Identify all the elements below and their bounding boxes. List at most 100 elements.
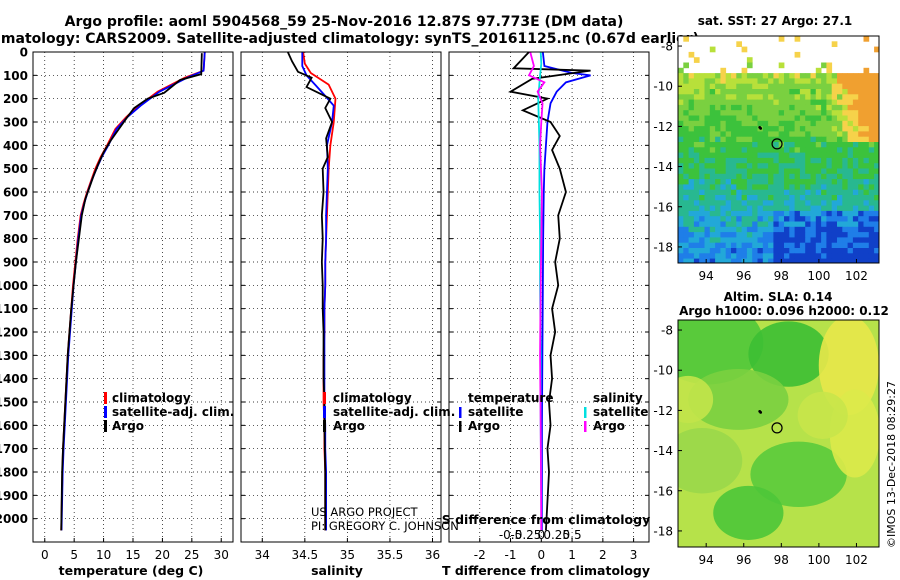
sst-cell [810, 216, 817, 222]
legend-swatch-argo [323, 420, 326, 432]
sst-cell [852, 94, 859, 100]
sst-cell [709, 152, 716, 159]
sst-cell [773, 195, 780, 201]
sst-cell [874, 184, 879, 191]
sst-cell [736, 163, 742, 169]
sst-cell [709, 163, 716, 169]
sst-cell [715, 152, 721, 159]
sst-cell [709, 200, 716, 206]
sst-cell [752, 83, 758, 90]
sst-cell [762, 147, 769, 153]
sst-cell [847, 89, 854, 95]
sst-cell [863, 210, 870, 217]
sst-cell [847, 237, 854, 244]
sst-cell [858, 226, 864, 233]
sst-cell [731, 258, 737, 263]
sst-cell [752, 200, 758, 206]
sst-cell [837, 142, 843, 148]
sst-cell [768, 189, 774, 196]
sst-cell [874, 258, 879, 263]
sst-cell [741, 94, 748, 100]
sst-cell [784, 195, 790, 201]
sst-cell [699, 237, 705, 244]
sst-cell [784, 232, 790, 238]
sst-cell [768, 120, 774, 127]
sst-cell [773, 136, 780, 143]
depth-tick-label: 600 [3, 186, 28, 200]
sst-cell [837, 152, 843, 159]
sst-cell [778, 62, 785, 69]
depth-tick-label: 1800 [0, 466, 28, 480]
sst-cell [805, 163, 811, 169]
sst-cell [762, 232, 769, 238]
sst-cell [678, 89, 684, 95]
depth-tick-label: 100 [3, 69, 28, 83]
sst-cell [874, 131, 879, 138]
sst-cell [704, 179, 711, 185]
sst-cell [709, 142, 716, 148]
sst-cell [831, 189, 838, 196]
sst-cell [736, 152, 742, 159]
sst-cell [678, 248, 684, 254]
sst-cell [741, 184, 748, 191]
sst-cell [821, 195, 827, 201]
sst-map-ticks: 94 96 98 100 102-8-10-12-14-16-18 [653, 40, 868, 283]
sst-cell [874, 253, 879, 259]
sst-cell [768, 163, 774, 169]
sst-cell [715, 253, 721, 259]
sst-cell [799, 210, 806, 217]
sst-cell [858, 258, 864, 263]
sst-cell [693, 168, 700, 175]
sst-cell [831, 200, 838, 206]
sst-cell [815, 131, 822, 138]
sst-cell [688, 205, 695, 212]
sst-cell [736, 195, 742, 201]
series-line-climatology [60, 52, 206, 531]
sst-cell [699, 258, 705, 263]
sst-cell [704, 200, 711, 206]
sst-cell [821, 94, 827, 100]
sst-cell [736, 73, 742, 79]
sst-cell [837, 73, 843, 79]
sst-cell [794, 232, 801, 238]
sst-cell [863, 36, 870, 42]
sst-cell [868, 142, 875, 148]
sst-cell [746, 205, 753, 212]
sst-cell [741, 67, 748, 74]
sst-cell [757, 200, 764, 206]
sst-cell [715, 104, 721, 111]
sst-cell [868, 189, 875, 196]
legend-swatch-t-satellite [459, 407, 462, 418]
sst-cell [847, 173, 854, 180]
sst-cell [847, 94, 854, 100]
sst-cell [821, 83, 827, 90]
sst-cell [715, 221, 721, 228]
sst-cell [784, 189, 790, 196]
sst-cell [799, 131, 806, 138]
x-tick-label: -2 [474, 548, 486, 562]
sst-cell [842, 83, 848, 90]
sst-cell [847, 83, 854, 90]
sst-cell [778, 205, 785, 212]
sst-cell [863, 258, 870, 263]
sst-cell [693, 242, 700, 249]
sst-cell [773, 179, 780, 185]
sst-cell [810, 157, 817, 164]
sst-cell [731, 89, 737, 95]
sst-cell [699, 115, 705, 122]
sst-cell [863, 248, 870, 254]
x-tick-label: 1 [568, 548, 576, 562]
sst-cell [778, 242, 785, 249]
sst-cell [831, 248, 838, 254]
sst-cell [720, 110, 727, 116]
sst-cell [821, 89, 827, 95]
sst-cell [693, 57, 700, 63]
project-annotation-line2: PI: GREGORY C. JOHNSON [311, 519, 459, 533]
sst-cell [805, 210, 811, 217]
sst-cell [794, 36, 801, 42]
sst-cell [794, 89, 801, 95]
sst-cell [773, 152, 780, 159]
s-tick-label: -0.25 [510, 528, 541, 542]
lat-tick-label: -16 [653, 200, 673, 214]
sst-cell [693, 248, 700, 254]
